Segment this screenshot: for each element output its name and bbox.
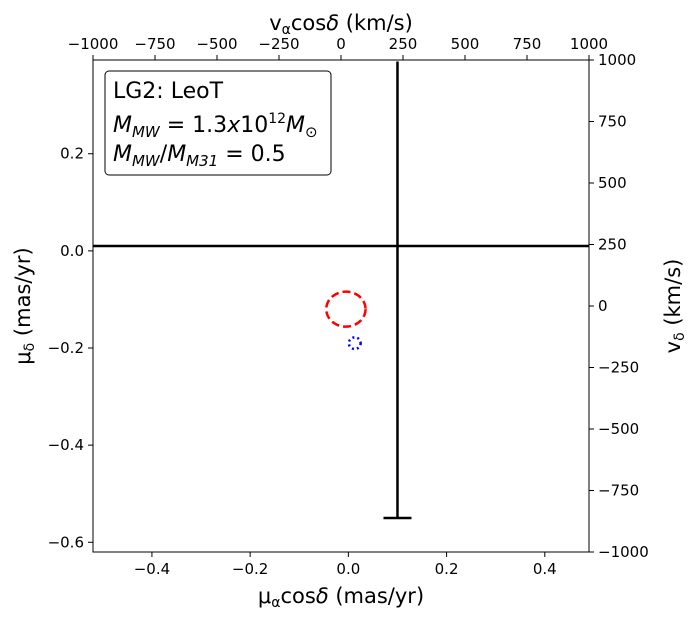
y-axis-left: −0.6 −0.4 −0.2 0.0 0.2 — [48, 145, 93, 551]
y-axis-right-title: vδ (km/s) — [661, 259, 688, 354]
y-tick-label: 0.0 — [60, 242, 84, 260]
blue-dotted-ellipse — [347, 336, 362, 351]
y-tick-label: 0.2 — [60, 145, 84, 163]
red-dashed-ellipse — [325, 290, 367, 328]
y-tick-label: −0.6 — [48, 533, 84, 551]
x-top-tick-label: −500 — [196, 35, 237, 53]
y-right-tick-label: 250 — [598, 236, 627, 254]
x-top-tick-label: 1000 — [570, 35, 608, 53]
y-axis-title: μδ (mas/yr) — [11, 247, 38, 364]
x-top-tick-label: −750 — [134, 35, 175, 53]
x-tick-label: 0.0 — [336, 560, 360, 578]
y-right-tick-label: −500 — [598, 420, 639, 438]
x-axis-top: −1000 −750 −500 −250 0 250 500 750 1000 — [68, 35, 608, 60]
y-right-tick-label: 500 — [598, 174, 627, 192]
y-tick-label: −0.2 — [48, 339, 84, 357]
legend-line-2: MMW = 1.3x1012M⊙ — [113, 111, 318, 141]
data-marks — [93, 61, 589, 520]
x-tick-label: −0.2 — [232, 560, 268, 578]
y-right-tick-label: −1000 — [598, 543, 649, 561]
x-top-tick-label: −250 — [258, 35, 299, 53]
x-top-tick-label: 250 — [389, 35, 418, 53]
legend-frame — [104, 70, 332, 176]
plot-area — [93, 61, 589, 520]
x-tick-label: 0.2 — [435, 560, 459, 578]
x-top-tick-label: 0 — [336, 35, 346, 53]
x-axis-bottom: −0.4 −0.2 0.0 0.2 0.4 — [134, 552, 557, 578]
legend-box: LG2: LeoT MMW = 1.3x1012M⊙ MMW/MM31 = 0.… — [104, 70, 332, 176]
x-tick-label: 0.4 — [533, 560, 557, 578]
y-right-tick-label: −750 — [598, 482, 639, 500]
y-right-tick-label: 1000 — [598, 51, 636, 69]
x-top-tick-label: −1000 — [68, 35, 119, 53]
x-tick-label: −0.4 — [134, 560, 170, 578]
x-axis-top-title: vαcosδ (km/s) — [269, 11, 413, 38]
x-top-tick-label: 750 — [513, 35, 542, 53]
x-top-tick-label: 500 — [451, 35, 480, 53]
y-tick-label: −0.4 — [48, 436, 84, 454]
y-right-tick-label: 750 — [598, 113, 627, 131]
legend-line-1: LG2: LeoT — [113, 79, 224, 104]
legend-line-3: MMW/MM31 = 0.5 — [113, 142, 286, 170]
y-right-tick-label: −250 — [598, 359, 639, 377]
x-axis-title: μαcosδ (mas/yr) — [258, 584, 424, 611]
y-axis-right: −1000 −750 −500 −250 0 250 500 750 1000 — [589, 51, 649, 561]
y-right-tick-label: 0 — [598, 297, 608, 315]
